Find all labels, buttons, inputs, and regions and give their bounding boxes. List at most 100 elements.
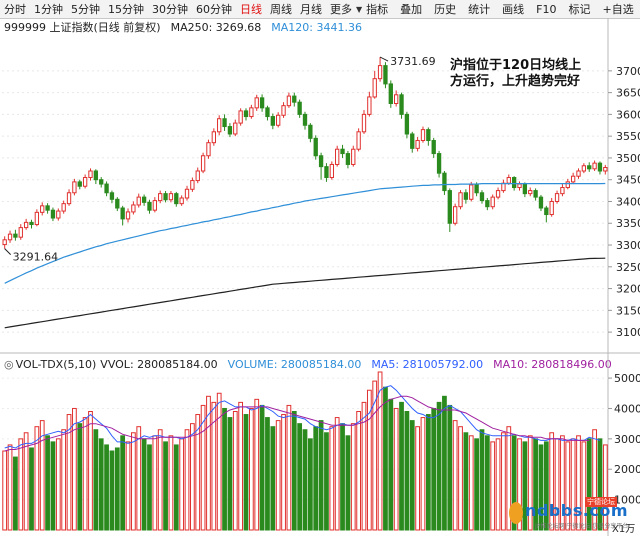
candle-body xyxy=(29,221,34,226)
volume-bar xyxy=(131,432,136,531)
volume-tick-label: 20000 xyxy=(614,463,640,476)
candle-body xyxy=(88,170,93,179)
candle-body xyxy=(217,118,222,133)
tool-button-6[interactable]: 标记 xyxy=(568,3,591,16)
candle-body xyxy=(206,142,211,157)
volume-bar xyxy=(152,435,158,531)
candle-body xyxy=(136,196,141,206)
volume-bar xyxy=(340,423,345,531)
volume-bar xyxy=(447,404,453,531)
volume-bar xyxy=(350,423,356,531)
candle-body xyxy=(410,133,415,149)
volume-bar xyxy=(420,417,426,531)
candle-body xyxy=(404,113,410,135)
period-tab-2[interactable]: 5分钟 xyxy=(71,3,100,16)
volume-bar xyxy=(147,444,152,531)
candle-body xyxy=(158,193,163,202)
candle-body xyxy=(469,184,474,200)
candle-body xyxy=(77,181,82,187)
candle-body xyxy=(313,137,318,157)
volume-bar xyxy=(318,420,324,531)
vvol-label: VVOL: 280085184.00 xyxy=(100,357,218,371)
watermark-badge: 宁德论坛 xyxy=(585,497,617,507)
candle-body xyxy=(592,162,597,170)
volume-bar xyxy=(141,438,147,531)
price-tick-label: 3400 xyxy=(616,195,640,208)
candle-body xyxy=(436,153,442,174)
volume-bar xyxy=(254,398,260,531)
tool-button-5[interactable]: F10 xyxy=(536,2,557,16)
candle-body xyxy=(431,140,436,155)
candle-body xyxy=(7,233,13,241)
candle-body xyxy=(485,200,490,208)
volume-bar xyxy=(238,401,244,531)
candle-body xyxy=(174,193,179,205)
tool-button-2[interactable]: 历史 xyxy=(434,3,457,16)
period-tab-1[interactable]: 1分钟 xyxy=(34,3,63,16)
ma120-line xyxy=(4,182,606,284)
vol-ma10-line xyxy=(4,395,590,452)
candle-body xyxy=(50,209,56,219)
volume-bar xyxy=(77,423,83,531)
tool-button-3[interactable]: 统计 xyxy=(468,3,491,16)
period-tab-7[interactable]: 周线 xyxy=(270,3,292,16)
volume-bar xyxy=(431,407,437,531)
tool-button-7[interactable]: +自选 xyxy=(602,3,634,16)
index-name: 999999 上证指数(日线 前复权) xyxy=(4,21,161,34)
volume-bar xyxy=(125,441,131,531)
volume-bar xyxy=(297,423,303,531)
price-tick-label: 3350 xyxy=(616,217,640,230)
period-tab-5[interactable]: 60分钟 xyxy=(196,3,232,16)
price-tick-label: 3250 xyxy=(616,261,640,274)
volume-bar xyxy=(211,401,217,531)
more-dropdown-icon[interactable]: ▼ xyxy=(356,4,363,14)
annotation-text: 沪指位于120日均线上方运行，上升趋势完好 xyxy=(450,58,582,89)
volume-bar xyxy=(104,444,109,531)
volume-bar xyxy=(82,417,88,531)
volume-bar xyxy=(259,404,265,531)
volume-bar xyxy=(61,429,67,531)
volume-bar xyxy=(98,438,104,531)
volume-bar xyxy=(281,414,286,531)
period-tab-4[interactable]: 30分钟 xyxy=(152,3,188,16)
tool-button-4[interactable]: 画线 xyxy=(502,3,525,16)
candle-body xyxy=(447,190,452,224)
candle-body xyxy=(361,113,367,133)
candle-body xyxy=(351,148,356,165)
volume-bar xyxy=(313,426,319,531)
tool-button-0[interactable]: 指标 xyxy=(366,3,389,16)
volume-bar xyxy=(206,395,211,531)
period-tab-8[interactable]: 月线 xyxy=(300,3,322,16)
candle-body xyxy=(544,207,549,216)
tool-button-1[interactable]: 叠加 xyxy=(400,3,423,16)
candle-body xyxy=(426,129,431,142)
period-tab-0[interactable]: 分时 xyxy=(4,3,26,16)
candle-body xyxy=(335,148,340,165)
volume-bar xyxy=(13,456,18,531)
vol-collapse-icon[interactable]: ◎ xyxy=(4,357,14,371)
vol-indicator-name[interactable]: VOL-TDX(5,10) xyxy=(15,357,97,371)
volume-bar xyxy=(66,414,72,531)
watermark-logo-icon xyxy=(509,502,523,524)
volume-bar xyxy=(243,414,249,531)
period-tab-3[interactable]: 15分钟 xyxy=(108,3,144,16)
period-tab-6[interactable]: 日线 xyxy=(240,3,262,16)
volume-bar xyxy=(425,414,431,531)
candle-body xyxy=(603,167,608,172)
candle-body xyxy=(415,140,420,149)
candle-body xyxy=(40,205,45,213)
candle-body xyxy=(528,190,533,195)
candle-body xyxy=(549,200,554,216)
volume-bar xyxy=(270,426,276,531)
candle-body xyxy=(570,175,576,183)
volume-bar xyxy=(442,395,447,531)
vol-ma10-label: MA10: 280818496.00 xyxy=(493,357,612,371)
candle-body xyxy=(560,187,565,195)
ma120-label: MA120: 3441.36 xyxy=(271,20,362,34)
volume-bar xyxy=(173,444,179,531)
volume-bar xyxy=(415,426,420,531)
low-price-label: 3291.64 xyxy=(13,251,59,264)
period-tab-9[interactable]: 更多 xyxy=(330,3,352,16)
candle-body xyxy=(66,192,72,205)
candle-body xyxy=(45,205,50,211)
